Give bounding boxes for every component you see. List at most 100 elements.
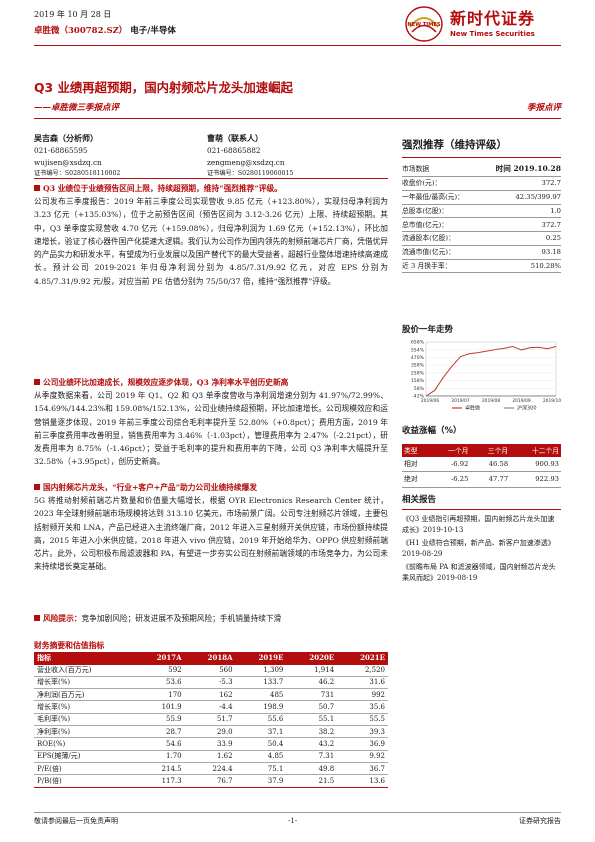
table-cell: 170 [133, 688, 185, 702]
table-cell: 75.1 [235, 762, 287, 776]
row-label: 增长率(%) [34, 676, 134, 690]
page-title: Q3 业绩再超预期，国内射频芯片龙头加速崛起 [34, 80, 293, 95]
table-cell: 198.9 [235, 700, 287, 714]
table-cell: 900.93 [510, 457, 561, 473]
table-cell: 731 [286, 688, 338, 702]
market-value: 93.18 [479, 245, 561, 260]
analyst-card: 吴吉森（分析师） 021-68865595 wujisen@xsdzq.cn 证… [34, 132, 204, 179]
table-cell: 35.6 [337, 700, 388, 714]
y-tick-label: 554% [411, 347, 425, 353]
row-label: ROE(%) [34, 737, 134, 751]
table-cell: 21.5 [286, 774, 338, 788]
row-label: 毛利率(%) [34, 713, 134, 727]
report-type: 季报点评 [526, 103, 561, 113]
table-cell: 50.4 [235, 737, 287, 751]
y-tick-label: 258% [411, 370, 425, 376]
table-cell: 560 [184, 664, 236, 677]
trend-title: 股价一年走势 [402, 325, 454, 335]
table-row: 增长率(%) 101.9 -4.4 198.9 50.7 35.6 [34, 700, 388, 714]
x-tick-label: 2019/06 [421, 398, 439, 404]
related-report-link[interactable]: 《Q3 业绩指引再超预期，国内射频芯片龙头加速成长》2019-10-13 [402, 515, 555, 534]
table-cell: 39.3 [337, 725, 388, 739]
table-cell: 33.9 [184, 737, 236, 751]
bullet-square-icon [34, 615, 40, 621]
market-value: 0.25 [479, 231, 561, 246]
table-cell: 37.1 [235, 725, 287, 739]
contact-card: 曹萌（联系人） 021-68865882 zengmeng@xsdzq.cn 证… [207, 132, 377, 179]
bullet-paragraph: 国内射频芯片龙头，“行业+客户+产品”助力公司业绩持续爆发 5G 将推动射频前端… [34, 481, 388, 574]
x-tick-label: 2019/09 [512, 398, 530, 404]
table-cell: 43.2 [286, 737, 338, 751]
series-line [425, 345, 557, 397]
table-row: 流通市值(亿元)： 93.18 [402, 245, 561, 260]
legend-label: 卓胜微 [465, 405, 480, 412]
bullet-heading: 公司业绩环比加速成长，规模效应逐步体现，Q3 净利率水平创历史新高 [43, 378, 289, 387]
table-cell: 51.7 [184, 713, 236, 727]
table-cell: -6.25 [430, 471, 471, 488]
market-value: 510.28% [479, 259, 561, 274]
bullet-body: 5G 将推动射频前端芯片数量和价值量大幅增长，根据 OYR Electronic… [34, 496, 388, 572]
market-value: 372.7 [479, 217, 561, 233]
contact-phone: 021-68865882 [207, 145, 261, 155]
market-label: 收盘价(元)： [402, 176, 480, 191]
related-report-link[interactable]: 《H1 业绩符合预期，新产品、新客户加速渗透》2019-08-29 [402, 539, 555, 558]
table-row: P/B(倍) 117.3 76.7 37.9 21.5 13.6 [34, 774, 388, 788]
rating-divider [402, 157, 561, 159]
column-header: 指标 [34, 652, 134, 665]
analyst-name: 吴吉森（分析师） [34, 133, 98, 143]
column-header: 2018A [184, 652, 236, 665]
table-cell: 53.6 [133, 676, 185, 690]
table-cell: 76.7 [184, 774, 236, 788]
industry: 电子/半导体 [130, 26, 176, 36]
row-label: 增长率(%) [34, 700, 134, 714]
table-cell: -5.3 [184, 676, 236, 690]
table-row: 相对 -6.92 46.58 900.93 [402, 457, 561, 473]
table-cell: 7.31 [286, 750, 338, 764]
table-cell: 38.2 [286, 725, 338, 739]
bullet-paragraph: 公司业绩环比加速成长，规模效应逐步体现，Q3 净利率水平创历史新高 从季度数据来… [34, 376, 388, 469]
contact-name: 曹萌（联系人） [207, 133, 263, 143]
table-cell: 47.77 [470, 471, 511, 488]
x-tick-label: 2019/07 [451, 398, 469, 404]
row-label: 净利润(百万元) [34, 688, 134, 702]
company-name: 卓胜微（300782.SZ） [34, 26, 128, 36]
contact-email[interactable]: zengmeng@xsdzq.cn [207, 157, 285, 167]
table-cell: -4.4 [184, 700, 236, 714]
market-label: 总股本(亿股)： [402, 204, 480, 219]
row-label: 营业收入(百万元) [34, 664, 134, 677]
bullet-square-icon [34, 185, 40, 191]
column-header: 一个月 [430, 444, 471, 458]
rating: 强烈推荐（维持评级） [402, 139, 507, 151]
market-label: 流通市值(亿元)： [402, 245, 480, 260]
row-label: 净利率(%) [34, 725, 134, 739]
stock-trend-chart: -42% 58% 158% 258%358% 470% 554%658% 2019/06 2… [411, 340, 561, 412]
table-cell: 29.0 [184, 725, 236, 739]
table-cell: 1.62 [184, 750, 236, 764]
market-label: 一年最低/最高(元)： [402, 190, 480, 205]
table-cell: 55.6 [235, 713, 287, 727]
analyst-email[interactable]: wujisen@xsdzq.cn [34, 157, 102, 167]
table-row: 增长率(%) 53.6 -5.3 133.7 46.2 31.6 [34, 676, 388, 690]
column-header: 2020E [286, 652, 338, 665]
table-cell: 绝对 [402, 471, 431, 488]
market-label: 流通股本(亿股)： [402, 231, 480, 246]
column-header: 2019E [235, 652, 287, 665]
table-row: 绝对 -6.25 47.77 922.93 [402, 471, 561, 488]
table-cell: 相对 [402, 457, 431, 473]
table-row: 净利率(%) 28.7 29.0 37.1 38.2 39.3 [34, 725, 388, 739]
related-report-link[interactable]: 《前瞻布局 PA 和滤波器领域，国内射频芯片龙头乘风而起》2019-08-19 [402, 563, 556, 582]
table-cell: 55.5 [337, 713, 388, 727]
table-row: 近 3 月换手率： 510.28% [402, 259, 561, 274]
y-tick-label: -42% [412, 394, 425, 400]
table-cell: 50.7 [286, 700, 338, 714]
table-cell: 37.9 [235, 774, 287, 788]
table-row: 流通股本(亿股)： 0.25 [402, 231, 561, 246]
report-date: 2019 年 10 月 28 日 [34, 10, 112, 19]
page-number: -1- [288, 817, 298, 825]
table-row: 总市值(亿元)： 372.7 [402, 217, 561, 233]
column-header: 类型 [402, 444, 431, 458]
bullet-body: 公司发布三季度报告：2019 年前三季度公司实现营收 9.85 亿元（+123.… [34, 197, 388, 286]
table-row: 净利润(百万元) 170 162 485 731 992 [34, 688, 388, 702]
analyst-cert: 证书编号：S0280518110002 [34, 169, 121, 177]
table-cell: 162 [184, 688, 236, 702]
